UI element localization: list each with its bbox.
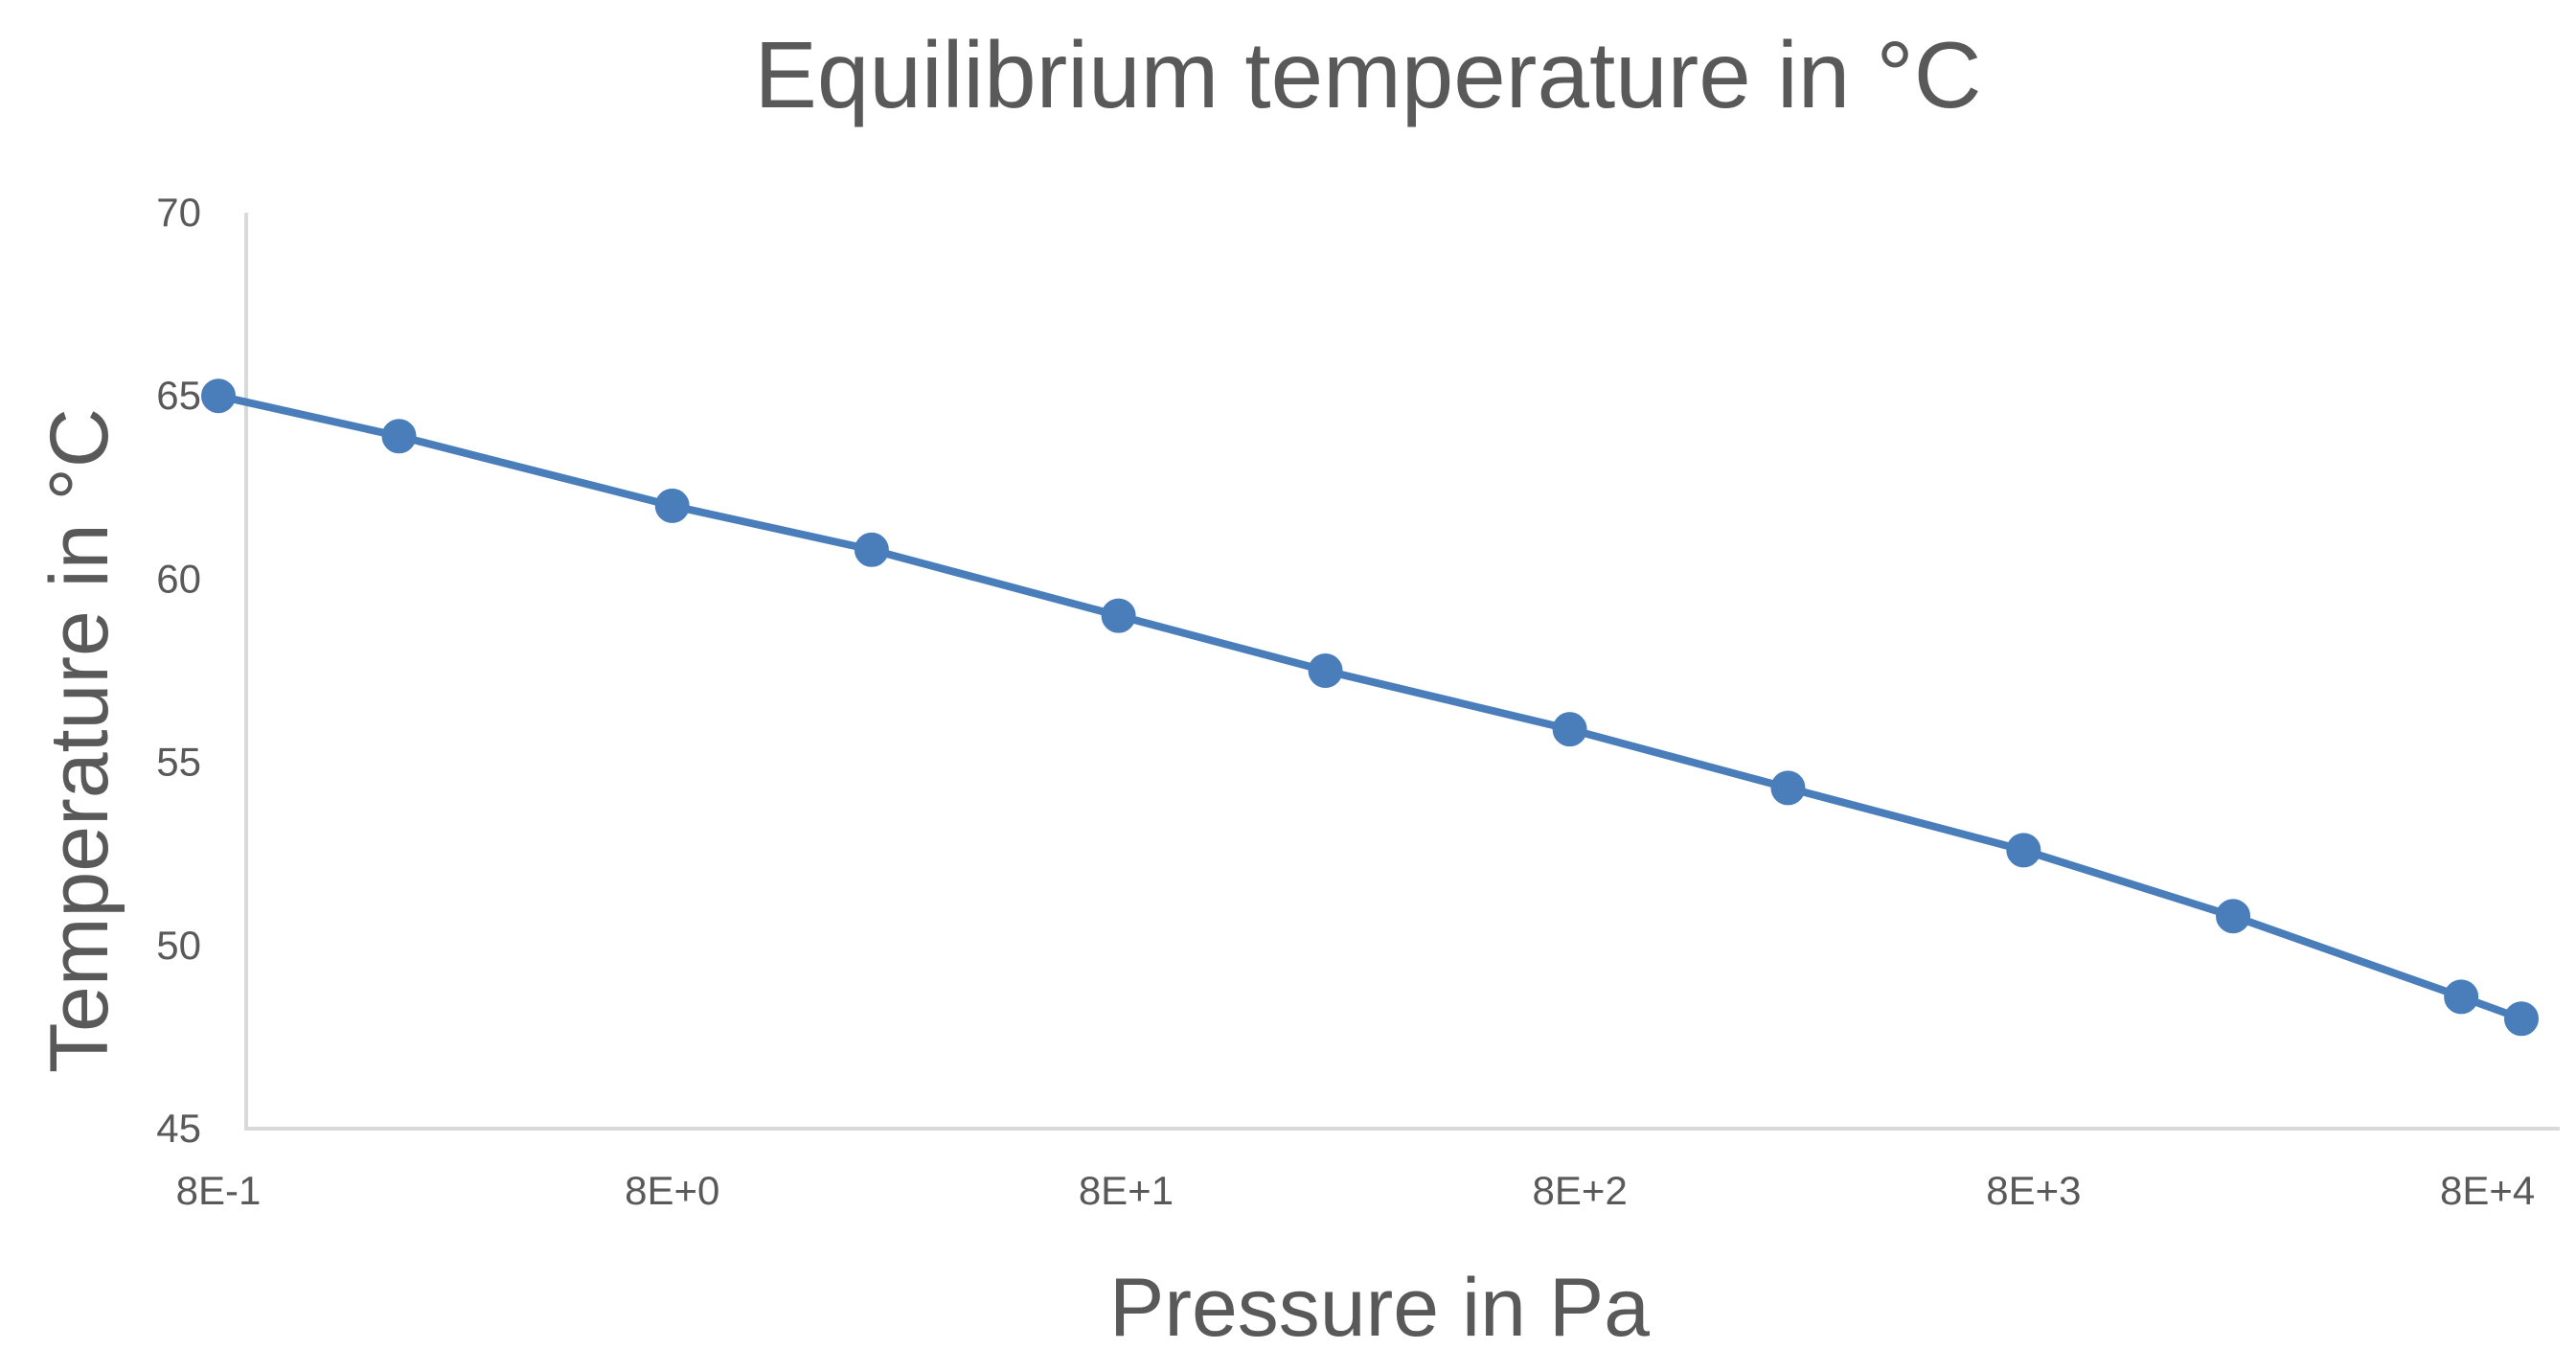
data-point [1101, 598, 1136, 633]
x-tick-label: 8E+2 [1533, 1168, 1628, 1213]
chart-title: Equilibrium temperature in °C [754, 22, 1981, 127]
axes [244, 213, 2560, 1131]
data-point [1308, 653, 1343, 688]
data-point [2444, 979, 2479, 1015]
x-tick-labels: 8E-1 8E+0 8E+1 8E+2 8E+3 8E+4 [176, 1168, 2536, 1213]
series-layer [201, 378, 2539, 1037]
y-tick-label: 70 [156, 190, 201, 235]
y-axis-title: Temperature in °C [34, 408, 125, 1073]
y-tick-label: 55 [156, 740, 201, 785]
x-tick-label: 8E-1 [176, 1168, 262, 1213]
data-point [654, 488, 690, 523]
y-tick-label: 45 [156, 1106, 201, 1151]
y-tick-label: 65 [156, 373, 201, 418]
x-tick-label: 8E+4 [2440, 1168, 2535, 1213]
data-point [201, 378, 236, 414]
data-point [1770, 770, 1806, 806]
series-line [215, 392, 2525, 1023]
y-tick-label: 50 [156, 923, 201, 968]
data-point [2006, 833, 2041, 868]
x-tick-label: 8E+0 [625, 1168, 719, 1213]
data-point [1552, 712, 1587, 747]
data-point [854, 532, 889, 567]
x-tick-label: 8E+3 [1986, 1168, 2081, 1213]
y-tick-labels: 45 50 55 60 65 70 [156, 190, 201, 1151]
data-point [381, 419, 417, 454]
data-point [2216, 899, 2251, 934]
y-tick-label: 60 [156, 556, 201, 601]
data-point [2504, 1001, 2539, 1037]
x-axis-title: Pressure in Pa [1109, 1262, 1650, 1354]
x-tick-label: 8E+1 [1079, 1168, 1174, 1213]
